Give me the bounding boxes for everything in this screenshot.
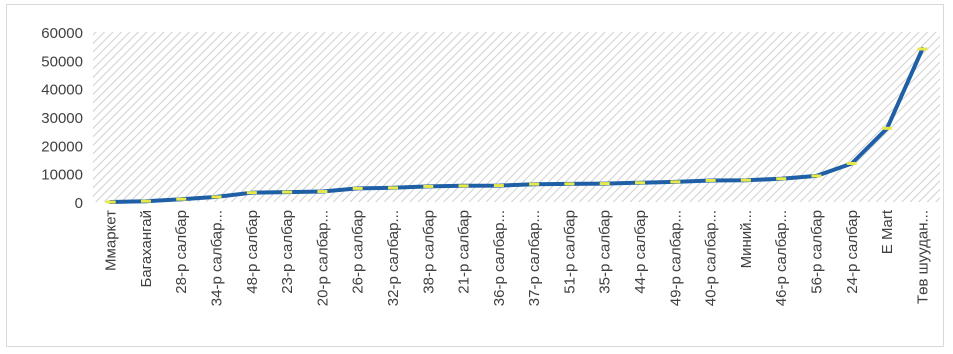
- series-markers: [105, 47, 928, 204]
- x-tick-label: 49-р салбар...: [667, 210, 684, 306]
- x-axis: Ммаркет Багахангай 28-р салбар 34-р салбар.…: [103, 209, 932, 306]
- x-tick-label: Төв шуудан...: [914, 210, 931, 304]
- x-tick-label: 32-р салбар...: [385, 210, 402, 306]
- x-tick-label: 20-р салбар...: [314, 210, 331, 306]
- x-tick-label: 56-р салбар: [808, 210, 825, 294]
- y-tick-label: 50000: [41, 53, 83, 70]
- x-tick-label: 40-р салбар...: [703, 210, 720, 306]
- x-tick-label: 46-р салбар...: [773, 210, 790, 306]
- y-tick-label: 10000: [41, 167, 83, 184]
- y-tick-label: 0: [75, 195, 83, 212]
- x-tick-label: Ммаркет: [103, 210, 120, 271]
- y-axis: 0 10000 20000 30000 40000 50000 60000: [41, 25, 83, 212]
- series-line: [108, 47, 925, 204]
- x-tick-label: 24-р салбар: [844, 210, 861, 294]
- x-tick-label: 37-р салбар...: [526, 210, 543, 306]
- x-tick-label: 38-р салбар: [420, 210, 437, 294]
- x-tick-label: E Mart: [879, 209, 896, 254]
- x-tick-label: 36-р салбар...: [491, 210, 508, 306]
- y-tick-label: 40000: [41, 82, 83, 99]
- x-tick-label: 44-р салбар: [632, 210, 649, 294]
- x-tick-label: 48-р салбар: [244, 210, 261, 294]
- y-tick-label: 60000: [41, 25, 83, 42]
- x-tick-label: 51-р салбар: [561, 210, 578, 294]
- x-tick-label: 21-р салбар: [456, 210, 473, 294]
- y-tick-label: 30000: [41, 110, 83, 127]
- x-tick-label: Багахангай: [138, 210, 155, 288]
- x-tick-label: 26-р салбар: [350, 210, 367, 294]
- x-tick-label: 34-р салбар...: [209, 210, 226, 306]
- plot-area: [93, 32, 940, 202]
- x-tick-label: 23-р салбар: [279, 210, 296, 294]
- x-tick-label: 35-р салбар: [597, 210, 614, 294]
- x-tick-label: Миний...: [738, 210, 755, 268]
- x-tick-label: 28-р салбар: [173, 210, 190, 294]
- y-tick-label: 20000: [41, 138, 83, 155]
